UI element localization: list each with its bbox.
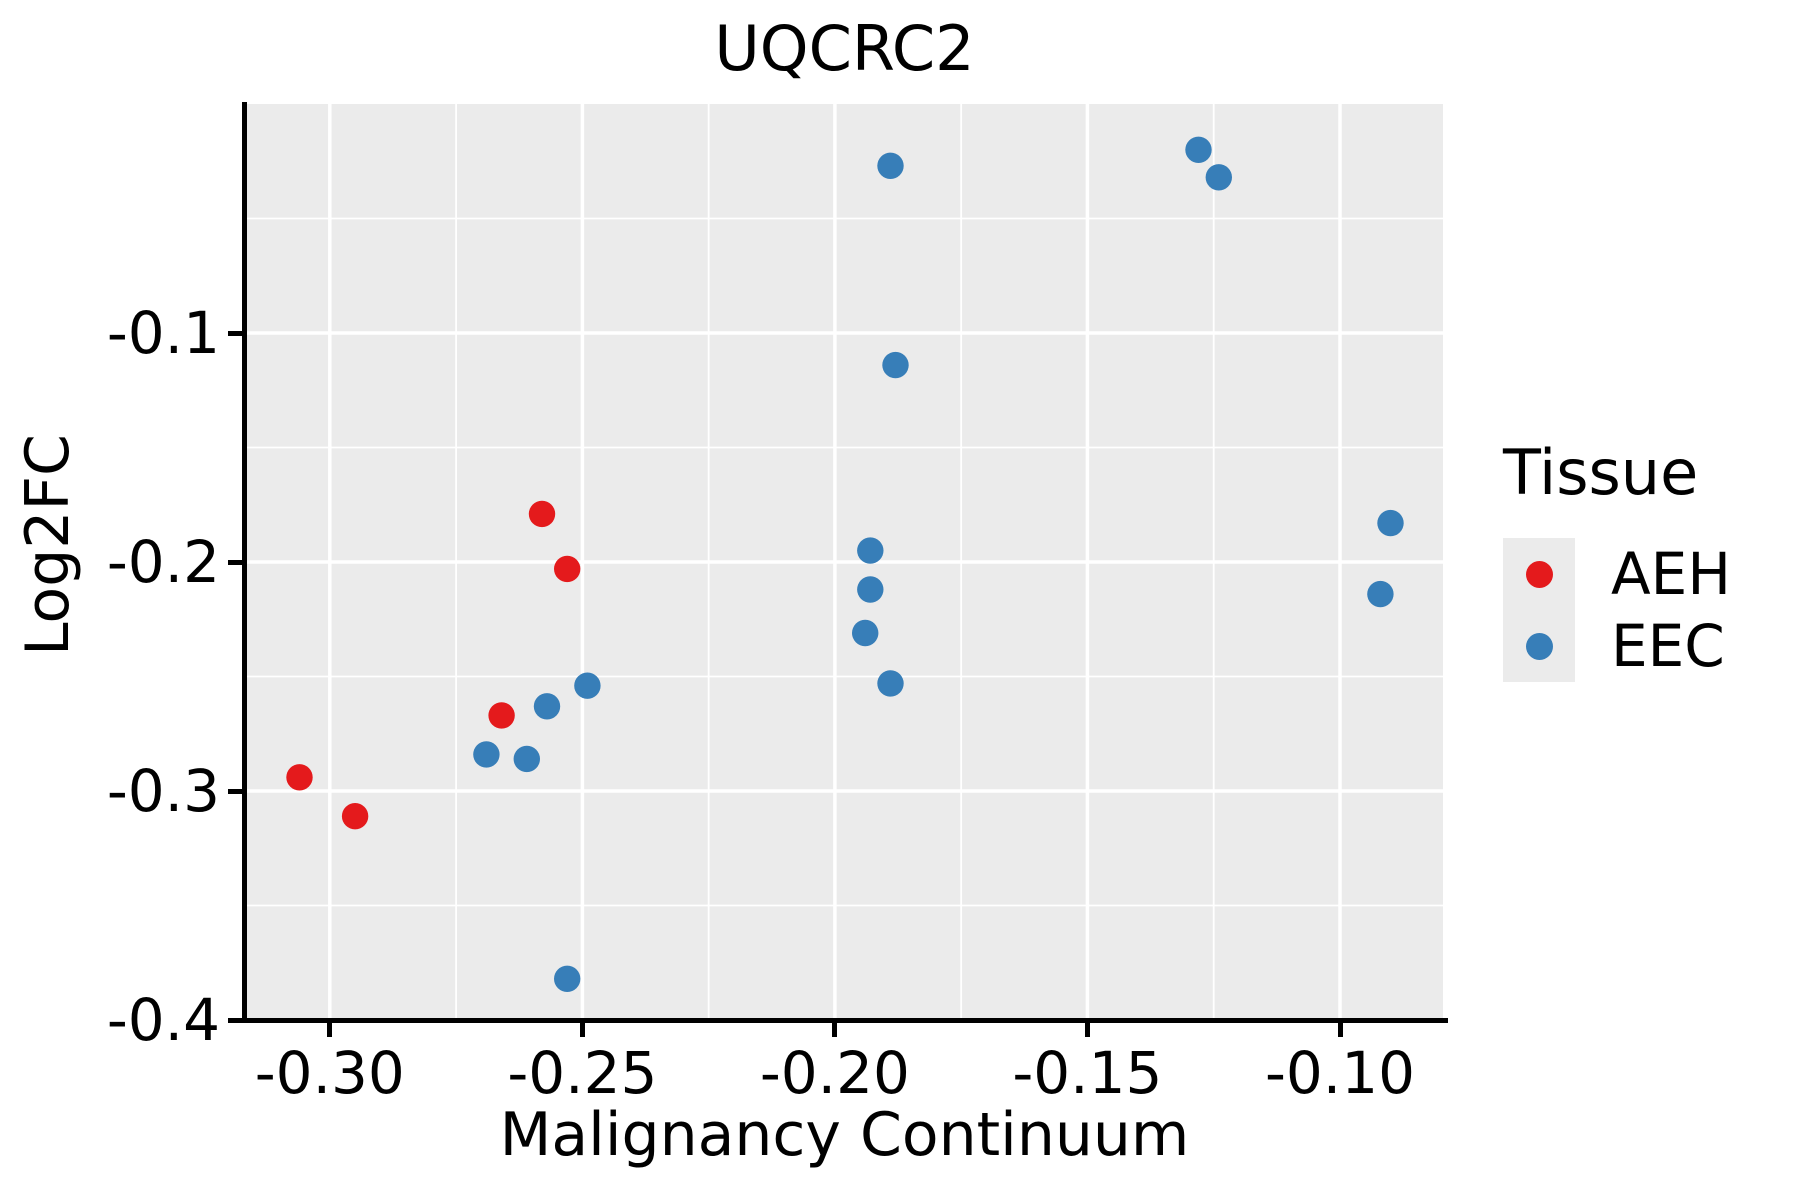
data-point-eec — [877, 670, 904, 697]
data-point-eec — [533, 693, 561, 720]
legend-item-eec: EEC — [1503, 610, 1731, 682]
y-tick-label: -0.3 — [106, 757, 220, 825]
plot-panel — [246, 104, 1443, 1020]
y-axis-line — [242, 102, 247, 1023]
scatter-plot — [246, 104, 1443, 1020]
legend-label-aeh: AEH — [1611, 540, 1731, 608]
x-tick-mark — [327, 1023, 333, 1037]
legend: Tissue AEH EEC — [1503, 438, 1731, 682]
y-tick-mark — [228, 788, 242, 794]
x-tick-label: -0.30 — [254, 1039, 405, 1107]
x-tick-mark — [1084, 1023, 1090, 1037]
x-axis-line — [242, 1018, 1448, 1023]
eec-dot-icon — [1525, 632, 1553, 660]
chart-title: UQCRC2 — [714, 12, 975, 85]
data-point-eec — [1377, 509, 1404, 537]
data-point-eec — [882, 351, 909, 379]
x-tick-mark — [1337, 1023, 1343, 1037]
x-tick-label: -0.10 — [1264, 1039, 1416, 1107]
x-tick-mark — [832, 1023, 838, 1037]
data-point-aeh — [488, 702, 515, 729]
legend-item-aeh: AEH — [1503, 538, 1731, 610]
data-point-eec — [857, 576, 884, 603]
x-tick-mark — [579, 1023, 585, 1037]
y-tick-mark — [228, 1017, 242, 1023]
legend-key — [1503, 538, 1575, 610]
x-tick-label: -0.25 — [507, 1039, 658, 1107]
data-point-eec — [554, 965, 581, 992]
y-tick-label: -0.4 — [106, 986, 220, 1054]
data-point-eec — [513, 745, 540, 773]
data-point-eec — [857, 537, 884, 564]
x-tick-label: -0.15 — [1012, 1039, 1163, 1107]
aeh-dot-icon — [1525, 560, 1553, 588]
legend-key — [1503, 610, 1575, 682]
data-point-aeh — [286, 764, 313, 791]
legend-label-eec: EEC — [1611, 612, 1725, 680]
y-tick-mark — [228, 559, 242, 565]
y-axis-title: Log2FC — [13, 434, 83, 656]
data-point-eec — [1367, 580, 1394, 608]
data-point-eec — [852, 619, 879, 647]
data-point-eec — [1185, 136, 1212, 163]
data-point-eec — [877, 152, 904, 179]
data-point-eec — [473, 741, 500, 768]
y-tick-label: -0.2 — [106, 528, 220, 596]
data-point-eec — [1205, 164, 1232, 191]
x-axis-title: Malignancy Continuum — [499, 1100, 1190, 1170]
legend-title: Tissue — [1503, 436, 1699, 509]
data-point-eec — [574, 672, 601, 699]
y-tick-mark — [228, 330, 242, 336]
data-point-aeh — [554, 555, 581, 583]
x-tick-label: -0.20 — [759, 1039, 910, 1107]
y-tick-label: -0.1 — [106, 299, 220, 367]
data-point-aeh — [341, 803, 369, 830]
data-point-aeh — [528, 500, 556, 528]
